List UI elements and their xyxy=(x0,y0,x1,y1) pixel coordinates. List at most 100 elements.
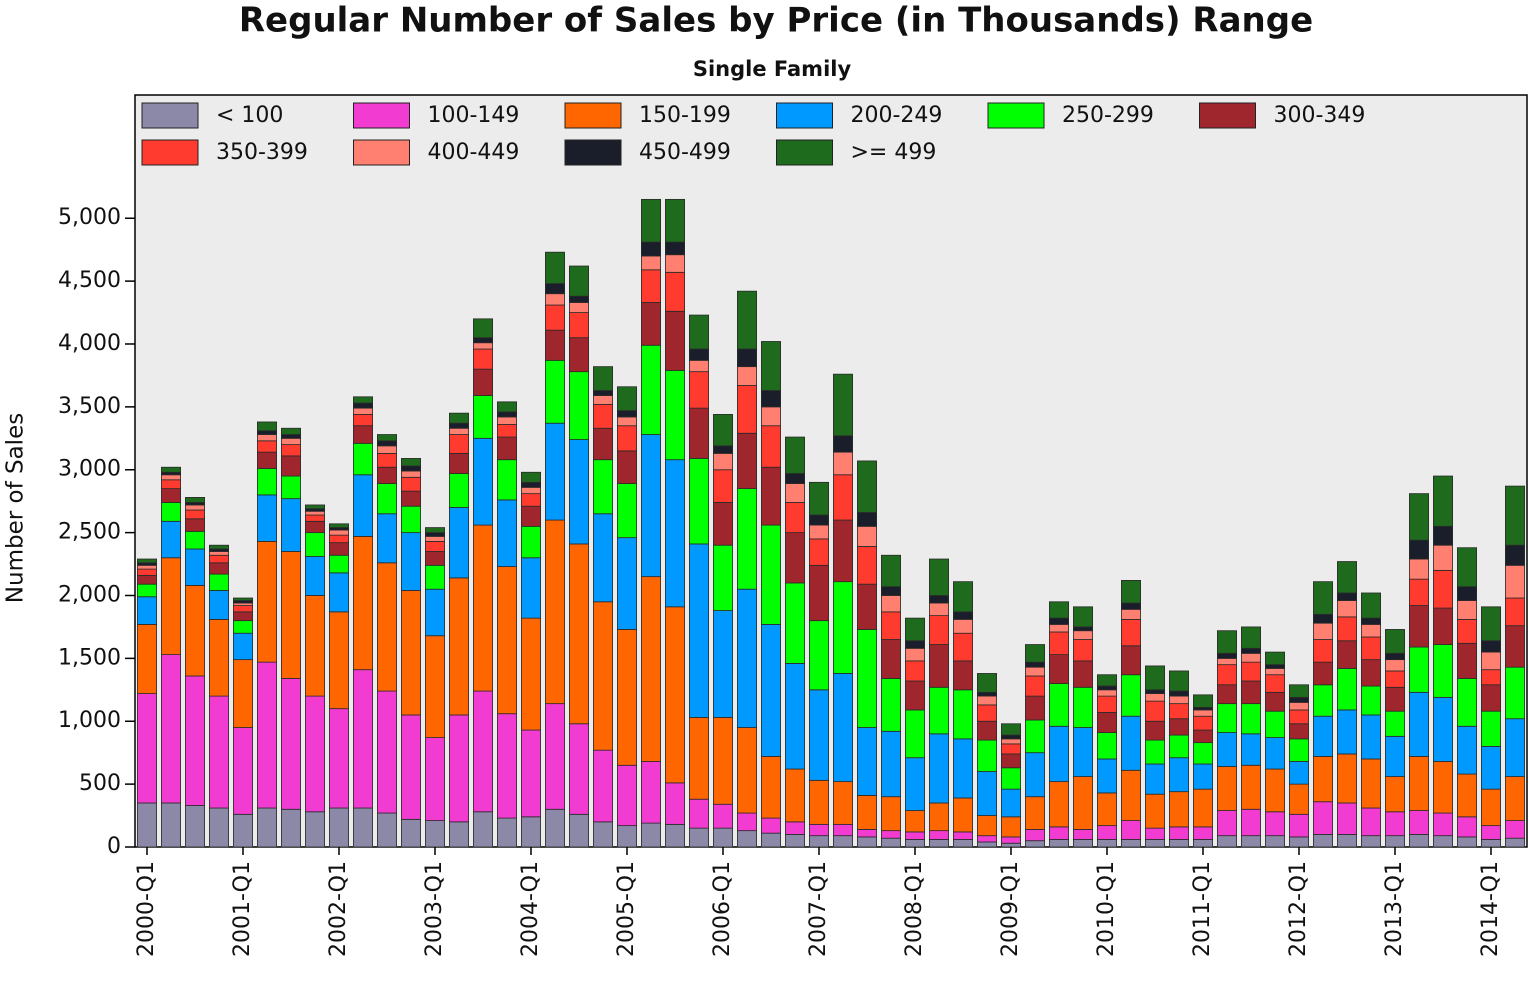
bar-segment xyxy=(713,544,734,611)
bar-segment xyxy=(1265,674,1286,693)
bar-segment xyxy=(1169,695,1190,705)
bar-segment xyxy=(1433,644,1454,698)
bar-segment xyxy=(448,422,469,429)
bar-segment xyxy=(400,465,421,472)
bar-segment xyxy=(521,486,542,495)
bar-segment xyxy=(1409,493,1430,541)
bar-segment xyxy=(352,442,373,476)
bar-segment xyxy=(1361,624,1382,638)
bar-segment xyxy=(232,659,253,728)
bar-segment xyxy=(496,424,517,438)
bar-segment xyxy=(521,617,542,731)
bar-segment xyxy=(1217,766,1238,811)
bar-segment xyxy=(569,337,590,373)
bar-segment xyxy=(376,812,397,848)
bar-segment xyxy=(593,601,614,751)
bar-segment xyxy=(641,822,662,848)
bar-segment xyxy=(184,675,205,806)
bar-segment xyxy=(1361,807,1382,837)
bar-segment xyxy=(448,507,469,579)
bar-segment xyxy=(1409,834,1430,848)
bar-segment xyxy=(304,510,325,516)
bar-segment xyxy=(713,803,734,829)
bar-segment xyxy=(472,368,493,396)
bar-segment xyxy=(1145,693,1166,702)
bar-segment xyxy=(713,717,734,805)
bar-segment xyxy=(953,660,974,691)
bar-segment xyxy=(833,519,854,583)
bar-segment xyxy=(184,497,205,503)
bar-segment xyxy=(1241,652,1262,663)
bar-segment xyxy=(1313,684,1334,717)
bar-segment xyxy=(593,459,614,515)
bar-segment xyxy=(1457,586,1478,601)
bar-segment xyxy=(1433,544,1454,571)
legend-swatch xyxy=(564,139,622,166)
bar-segment xyxy=(617,410,638,418)
bar-segment xyxy=(1361,835,1382,848)
bar-segment xyxy=(1073,839,1094,848)
bar-segment xyxy=(1145,700,1166,722)
bar-segment xyxy=(1313,622,1334,640)
bar-segment xyxy=(304,504,325,510)
bar-segment xyxy=(545,519,566,705)
bar-segment xyxy=(737,812,758,832)
bar-segment xyxy=(713,827,734,848)
bar-segment xyxy=(905,640,926,649)
bar-segment xyxy=(448,714,469,823)
bar-segment xyxy=(304,514,325,522)
bar-segment xyxy=(569,723,590,815)
bar-segment xyxy=(665,369,686,461)
bar-segment xyxy=(328,534,349,544)
bar-segment xyxy=(1241,808,1262,837)
bar-segment xyxy=(208,807,229,848)
bar-segment xyxy=(448,434,469,454)
bar-segment xyxy=(1169,826,1190,840)
bar-segment xyxy=(569,302,590,313)
bar-segment xyxy=(424,820,445,848)
bar-segment xyxy=(1313,715,1334,757)
bar-segment xyxy=(280,427,301,435)
bar-segment xyxy=(977,771,998,816)
bar-segment xyxy=(1289,696,1310,703)
bar-segment xyxy=(1097,792,1118,827)
bar-segment xyxy=(1385,629,1406,654)
bar-segment xyxy=(400,818,421,848)
bar-segment xyxy=(1361,636,1382,661)
bar-segment xyxy=(136,693,157,804)
bar-segment xyxy=(953,689,974,740)
legend-label: 300-349 xyxy=(1274,103,1366,128)
bar-segment xyxy=(1121,839,1142,848)
bar-segment xyxy=(352,425,373,444)
bar-segment xyxy=(160,520,181,559)
bar-segment xyxy=(424,564,445,590)
bar-segment xyxy=(737,348,758,368)
bar-segment xyxy=(593,513,614,603)
bar-segment xyxy=(641,576,662,762)
legend-label: 100-149 xyxy=(428,103,520,128)
bar-segment xyxy=(1169,670,1190,692)
bar-segment xyxy=(569,439,590,545)
bar-segment xyxy=(1481,684,1502,712)
bar-segment xyxy=(1433,569,1454,609)
bar-segment xyxy=(785,582,806,664)
bar-segment xyxy=(1217,732,1238,767)
bar-segment xyxy=(472,342,493,350)
bar-segment xyxy=(1049,617,1070,625)
bar-segment xyxy=(1241,835,1262,848)
bar-segment xyxy=(617,416,638,427)
bar-segment xyxy=(1433,812,1454,837)
bar-segment xyxy=(881,595,902,613)
bar-segment xyxy=(1121,769,1142,821)
bar-segment xyxy=(569,312,590,339)
bar-segment xyxy=(1121,715,1142,771)
bar-segment xyxy=(1313,613,1334,624)
bar-segment xyxy=(1457,600,1478,620)
bar-segment xyxy=(1505,837,1526,848)
bar-segment xyxy=(232,611,253,622)
chart-subtitle: Single Family xyxy=(693,57,852,81)
bar-segment xyxy=(1241,647,1262,654)
bar-segment xyxy=(977,815,998,837)
bar-segment xyxy=(1025,719,1046,754)
bar-segment xyxy=(1313,639,1334,663)
